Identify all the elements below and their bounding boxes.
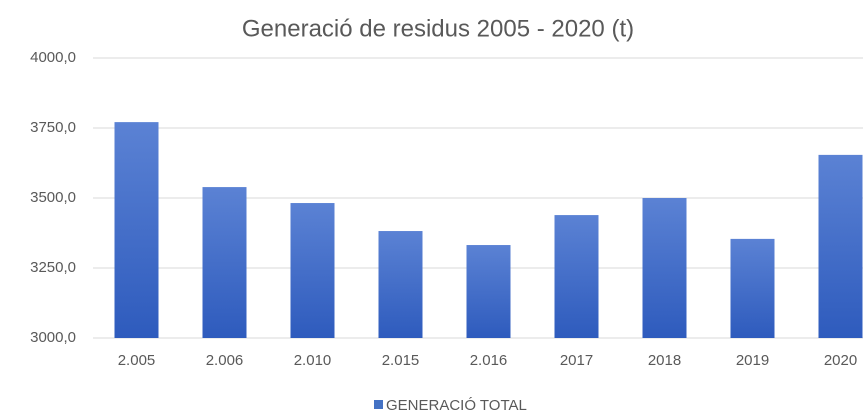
x-tick-label: 2.005	[118, 352, 156, 369]
y-tick-label: 4000,0	[30, 49, 76, 66]
x-tick-label: 2017	[560, 352, 593, 369]
legend-swatch	[374, 400, 383, 409]
x-tick-label: 2.015	[382, 352, 420, 369]
bar	[202, 187, 247, 338]
y-tick-label: 3000,0	[30, 329, 76, 346]
bar	[290, 203, 335, 338]
bar	[378, 231, 423, 338]
x-tick-label: 2.006	[206, 352, 244, 369]
bar	[818, 154, 863, 338]
x-tick-label: 2.010	[294, 352, 332, 369]
y-tick-label: 3750,0	[30, 119, 76, 136]
bar	[114, 122, 159, 339]
bar	[466, 245, 511, 338]
y-tick-label: 3500,0	[30, 189, 76, 206]
x-tick-label: 2019	[736, 352, 769, 369]
x-tick-label: 2018	[648, 352, 681, 369]
bar	[554, 215, 599, 338]
x-tick-label: 2.016	[470, 352, 508, 369]
x-tick-label: 2020	[824, 352, 857, 369]
legend-label: GENERACIÓ TOTAL	[386, 397, 527, 414]
chart-title: Generació de residus 2005 - 2020 (t)	[242, 15, 634, 42]
y-tick-label: 3250,0	[30, 259, 76, 276]
bar	[730, 238, 775, 338]
bar	[642, 198, 687, 338]
